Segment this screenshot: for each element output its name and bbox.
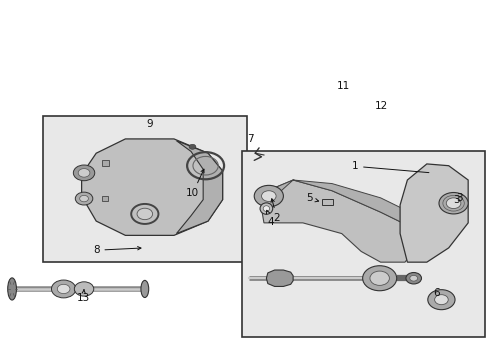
Circle shape bbox=[362, 266, 396, 291]
Circle shape bbox=[369, 271, 388, 285]
Circle shape bbox=[438, 193, 467, 214]
Circle shape bbox=[261, 191, 276, 202]
Circle shape bbox=[189, 144, 196, 149]
Bar bbox=[102, 197, 108, 202]
Ellipse shape bbox=[263, 206, 269, 211]
Circle shape bbox=[427, 290, 454, 310]
Text: 7: 7 bbox=[247, 135, 254, 144]
Circle shape bbox=[80, 195, 88, 202]
Polygon shape bbox=[261, 180, 426, 234]
Circle shape bbox=[446, 198, 460, 208]
Polygon shape bbox=[176, 141, 222, 234]
Circle shape bbox=[75, 192, 93, 205]
Circle shape bbox=[74, 282, 94, 296]
Text: 3: 3 bbox=[455, 193, 462, 203]
Bar bbox=[42, 116, 246, 262]
Text: 2: 2 bbox=[270, 199, 280, 223]
Text: 6: 6 bbox=[432, 288, 439, 298]
Ellipse shape bbox=[260, 203, 272, 214]
Circle shape bbox=[73, 165, 95, 181]
Circle shape bbox=[254, 185, 283, 207]
Text: 12: 12 bbox=[374, 100, 387, 111]
Bar bbox=[102, 160, 109, 166]
Text: 11: 11 bbox=[336, 81, 349, 91]
Polygon shape bbox=[266, 270, 292, 287]
Circle shape bbox=[78, 168, 90, 177]
Circle shape bbox=[57, 284, 70, 294]
Text: 13: 13 bbox=[77, 290, 90, 303]
Ellipse shape bbox=[8, 278, 17, 300]
Polygon shape bbox=[261, 180, 419, 262]
Circle shape bbox=[137, 208, 152, 220]
Circle shape bbox=[409, 275, 417, 281]
Text: 3: 3 bbox=[453, 195, 459, 205]
Text: 4: 4 bbox=[266, 210, 274, 227]
Text: 5: 5 bbox=[305, 193, 318, 203]
Text: 1: 1 bbox=[351, 161, 428, 172]
Bar bbox=[322, 199, 332, 205]
Circle shape bbox=[405, 273, 421, 284]
Text: 8: 8 bbox=[93, 245, 141, 255]
Ellipse shape bbox=[141, 280, 148, 297]
Circle shape bbox=[51, 280, 76, 298]
Text: 10: 10 bbox=[186, 169, 203, 198]
Polygon shape bbox=[399, 164, 467, 262]
Bar bbox=[242, 152, 484, 337]
Polygon shape bbox=[81, 139, 222, 235]
Text: 9: 9 bbox=[146, 119, 153, 129]
Circle shape bbox=[434, 295, 447, 305]
